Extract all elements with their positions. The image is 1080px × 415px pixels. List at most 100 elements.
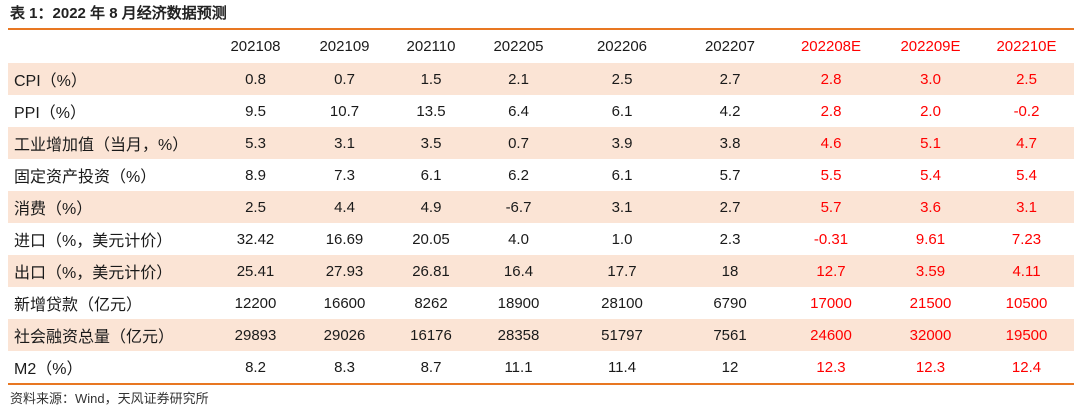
header-cell: 202205 bbox=[493, 38, 544, 55]
table-row: 固定资产投资（%） 8.9 7.3 6.1 6.2 6.1 5.7 5.5 5.4 5.4 bbox=[8, 159, 1074, 191]
value-cell: 26.81 bbox=[389, 255, 473, 287]
row-label: M2（%） bbox=[14, 361, 83, 378]
value-cell: 11.4 bbox=[607, 358, 637, 376]
row-label: 出口（%，美元计价） bbox=[8, 255, 211, 287]
value-cell: 0.7 bbox=[300, 63, 389, 95]
forecast-value-cell: 5.4 bbox=[920, 166, 941, 184]
forecast-value-cell: 7.23 bbox=[1011, 230, 1042, 248]
table-row: M2（%） 8.2 8.3 8.7 11.1 11.4 12 12.3 12.3 12.4 bbox=[8, 351, 1074, 383]
forecast-value-cell: 12.3 bbox=[816, 358, 846, 376]
value-cell: 5.3 bbox=[211, 127, 300, 159]
value-cell: 6.1 bbox=[611, 166, 633, 184]
header-cell-forecast: 202209E bbox=[900, 38, 961, 55]
forecast-value-cell: 2.8 bbox=[820, 102, 842, 120]
value-cell: 20.05 bbox=[412, 230, 450, 248]
forecast-value-cell: 17000 bbox=[810, 294, 852, 312]
value-cell: 27.93 bbox=[300, 255, 389, 287]
forecast-value-cell: 19500 bbox=[979, 319, 1074, 351]
value-cell: 18 bbox=[680, 255, 780, 287]
row-label: 进口（%，美元计价） bbox=[14, 233, 173, 250]
value-cell: 17.7 bbox=[564, 255, 680, 287]
table-row: 新增贷款（亿元） 12200 16600 8262 18900 28100 6790 1700… bbox=[8, 287, 1074, 319]
value-cell: 3.5 bbox=[389, 127, 473, 159]
table-row: 工业增加值（当月，%） 5.3 3.1 3.5 0.7 3.9 3.8 4.6 5.1 4.7 bbox=[8, 127, 1074, 159]
forecast-value-cell: 4.7 bbox=[979, 127, 1074, 159]
value-cell: 10.7 bbox=[329, 102, 360, 120]
header-cell: 202207 bbox=[704, 38, 756, 55]
value-cell: 4.9 bbox=[389, 191, 473, 223]
table-row: 社会融资总量（亿元） 29893 29026 16176 28358 51797 7561 2… bbox=[8, 319, 1074, 351]
value-cell: 7.3 bbox=[334, 166, 355, 184]
value-cell: 12 bbox=[721, 358, 739, 376]
value-cell: 6.2 bbox=[508, 166, 529, 184]
table-row: CPI（%） 0.8 0.7 1.5 2.1 2.5 2.7 2.8 3.0 2.5 bbox=[8, 63, 1074, 95]
forecast-table: 202108 202109 202110 202205 202206 20220… bbox=[8, 30, 1074, 383]
value-cell: 2.5 bbox=[211, 191, 300, 223]
row-label: 社会融资总量（亿元） bbox=[8, 319, 211, 351]
header-row: 202108 202109 202110 202205 202206 20220… bbox=[8, 30, 1074, 63]
forecast-value-cell: 3.6 bbox=[882, 191, 979, 223]
value-cell: 51797 bbox=[564, 319, 680, 351]
value-cell: 3.1 bbox=[564, 191, 680, 223]
header-cell-forecast: 202208E bbox=[800, 38, 862, 55]
value-cell: 32.42 bbox=[236, 230, 275, 248]
forecast-value-cell: 32000 bbox=[882, 319, 979, 351]
value-cell: 29893 bbox=[211, 319, 300, 351]
value-cell: 4.2 bbox=[719, 102, 741, 120]
forecast-value-cell: 5.7 bbox=[780, 191, 882, 223]
row-label: 工业增加值（当月，%） bbox=[8, 127, 211, 159]
value-cell: 1.0 bbox=[611, 230, 633, 248]
value-cell: 8.3 bbox=[334, 358, 355, 376]
value-cell: 16600 bbox=[323, 294, 366, 312]
value-cell: 11.1 bbox=[504, 358, 533, 376]
forecast-value-cell: 2.8 bbox=[780, 63, 882, 95]
forecast-value-cell: 12.3 bbox=[915, 358, 946, 376]
value-cell: 8.9 bbox=[245, 166, 266, 184]
value-cell: 6.1 bbox=[611, 102, 633, 120]
value-cell: 18900 bbox=[497, 294, 540, 312]
forecast-value-cell: 5.4 bbox=[1016, 166, 1037, 184]
forecast-value-cell: 3.59 bbox=[882, 255, 979, 287]
value-cell: 2.7 bbox=[680, 63, 780, 95]
header-cell-label bbox=[8, 30, 211, 63]
value-cell: 16176 bbox=[389, 319, 473, 351]
forecast-value-cell: 5.5 bbox=[820, 166, 842, 184]
row-label: PPI（%） bbox=[14, 105, 87, 122]
value-cell: 2.3 bbox=[719, 230, 741, 248]
value-cell: 7561 bbox=[680, 319, 780, 351]
header-cell: 202108 bbox=[230, 38, 281, 55]
value-cell: 6.1 bbox=[420, 166, 442, 184]
value-cell: 13.5 bbox=[416, 102, 446, 120]
value-cell: 3.9 bbox=[564, 127, 680, 159]
value-cell: 8.2 bbox=[245, 358, 266, 376]
forecast-value-cell: -0.31 bbox=[813, 230, 849, 248]
value-cell: 12200 bbox=[234, 294, 277, 312]
value-cell: 16.69 bbox=[325, 230, 364, 248]
value-cell: 2.7 bbox=[680, 191, 780, 223]
forecast-value-cell: 10500 bbox=[1005, 294, 1048, 312]
value-cell: 9.5 bbox=[245, 102, 266, 120]
row-label: 新增贷款（亿元） bbox=[14, 297, 143, 314]
value-cell: 8262 bbox=[414, 294, 448, 312]
forecast-value-cell: 4.6 bbox=[780, 127, 882, 159]
value-cell: 6790 bbox=[713, 294, 747, 312]
value-cell: 25.41 bbox=[211, 255, 300, 287]
table-row: 进口（%，美元计价） 32.42 16.69 20.05 4.0 1.0 2.3 -0.31 9… bbox=[8, 223, 1074, 255]
value-cell: 3.1 bbox=[300, 127, 389, 159]
value-cell: 4.4 bbox=[300, 191, 389, 223]
row-label: 固定资产投资（%） bbox=[14, 169, 157, 186]
forecast-value-cell: -0.2 bbox=[1013, 102, 1040, 120]
value-cell: 28358 bbox=[473, 319, 564, 351]
forecast-value-cell: 2.0 bbox=[920, 102, 941, 120]
header-cell-forecast: 202210E bbox=[996, 38, 1057, 55]
forecast-value-cell: 24600 bbox=[780, 319, 882, 351]
value-cell: 0.8 bbox=[211, 63, 300, 95]
header-cell: 202109 bbox=[319, 38, 370, 55]
table-row: PPI（%） 9.5 10.7 13.5 6.4 6.1 4.2 2.8 2.0 -0.2 bbox=[8, 95, 1074, 127]
value-cell: 1.5 bbox=[389, 63, 473, 95]
forecast-value-cell: 9.61 bbox=[915, 230, 946, 248]
table-row: 出口（%，美元计价） 25.41 27.93 26.81 16.4 17.7 18 12.7 3… bbox=[8, 255, 1074, 287]
forecast-value-cell: 21500 bbox=[909, 294, 952, 312]
header-cell: 202206 bbox=[596, 38, 648, 55]
forecast-value-cell: 12.4 bbox=[1011, 358, 1042, 376]
